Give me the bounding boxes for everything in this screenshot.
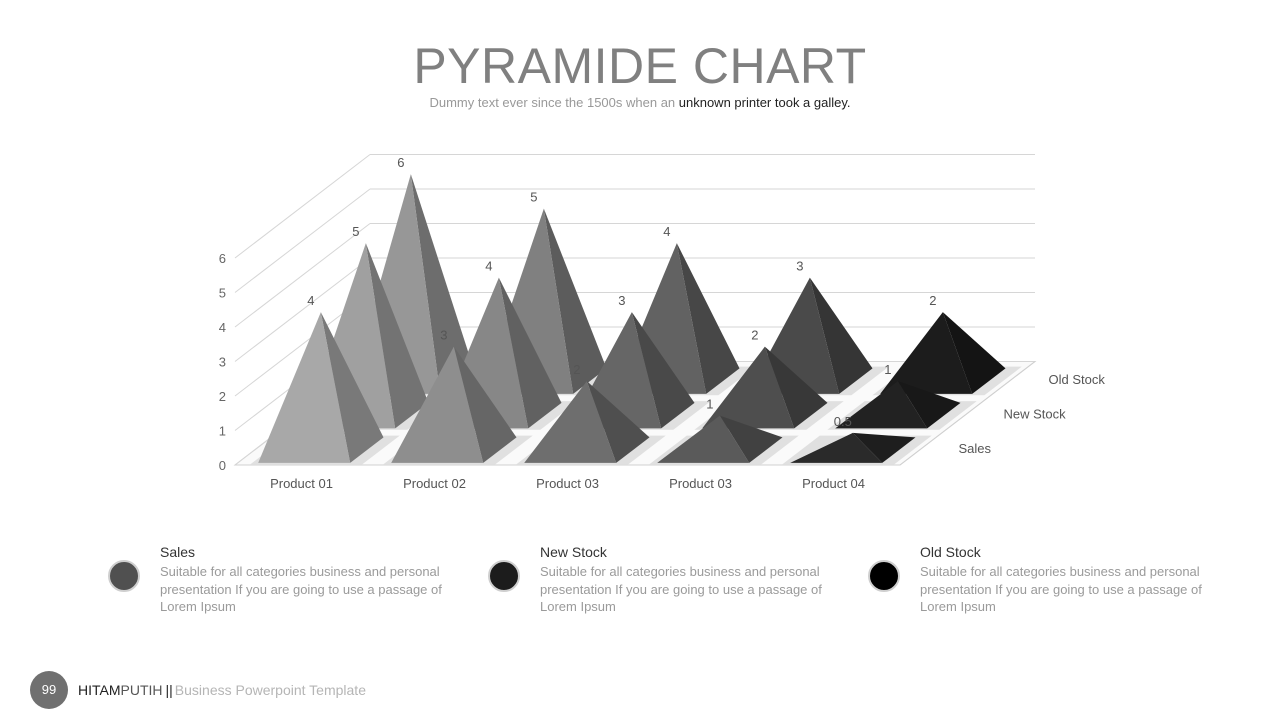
data-label: 1 (884, 362, 891, 377)
subtitle-highlight: unknown printer took a galley. (678, 95, 851, 110)
pyramid-side-face (809, 277, 873, 394)
page-subtitle: Dummy text ever since the 1500s when an … (0, 95, 1280, 110)
pyramid-side-face (320, 312, 384, 463)
footer-template-name: Business Powerpoint Template (174, 682, 366, 698)
pyramid-side-face (543, 208, 607, 394)
page-number-badge: 99 (30, 671, 68, 709)
pyramid-side-face (852, 432, 916, 463)
pyramid-side-face (453, 346, 517, 463)
pyramid-side-face (631, 312, 695, 429)
y-tick-label: 3 (219, 355, 226, 370)
category-label: Product 04 (802, 476, 865, 491)
category-label: Product 01 (270, 476, 333, 491)
data-label: 3 (618, 293, 625, 308)
legend-name: New Stock (540, 544, 607, 560)
data-label: 5 (530, 190, 537, 205)
legend-description: Suitable for all categories business and… (920, 564, 1202, 614)
y-tick-label: 4 (219, 320, 226, 335)
y-tick-label: 0 (219, 458, 226, 473)
subtitle-text: Dummy text ever since the 1500s when an (429, 95, 679, 110)
gridline-side (234, 154, 371, 259)
data-label: 3 (440, 328, 447, 343)
floor-edge (899, 361, 1036, 466)
data-label: 4 (307, 293, 314, 308)
y-tick-label: 5 (219, 286, 226, 301)
pyramid-side-face (897, 381, 961, 429)
legend-name: Sales (160, 544, 196, 560)
pyramid-chart: 0 1 2 3 4 5 6 Product 01 Product 02 Product 03 Pro… (219, 154, 1106, 491)
pyramid-front-face (880, 312, 973, 394)
pyramid-front-face (524, 381, 617, 463)
pyramid-side-face (764, 346, 828, 429)
y-tick-label: 6 (219, 251, 226, 266)
data-label: 0.5 (834, 414, 852, 429)
legend-dot-sales (108, 560, 140, 592)
category-label: Product 03 (536, 476, 599, 491)
gridline-side (234, 257, 371, 362)
category-label: Product 03 (669, 476, 732, 491)
pyramid-side-face (410, 174, 474, 394)
pyramid-side-face (676, 243, 740, 394)
data-label: 4 (663, 224, 670, 239)
legend-description: Suitable for all categories business and… (540, 564, 822, 614)
pyramid-front-face (790, 432, 883, 463)
pyramid-side-face (498, 277, 562, 429)
footer-separator: || (165, 682, 173, 698)
page-title: PYRAMIDE CHART (413, 38, 867, 94)
data-label: 2 (573, 362, 580, 377)
series-label: Sales (959, 441, 992, 456)
footer-brand-b: PUTIH (120, 682, 163, 698)
legend-dot-new-stock (488, 560, 520, 592)
pyramid-side-face (586, 381, 650, 463)
series-label: New Stock (1004, 406, 1067, 421)
y-tick-label: 1 (219, 424, 226, 439)
gridline-side (234, 188, 371, 293)
data-label: 1 (706, 397, 713, 412)
data-label: 2 (751, 328, 758, 343)
data-label: 6 (397, 155, 404, 170)
pyramid-front-face (702, 346, 795, 429)
series-label: Old Stock (1049, 372, 1106, 387)
pyramid-side-face (719, 415, 783, 463)
data-label: 4 (485, 259, 492, 274)
category-label: Product 02 (403, 476, 466, 491)
footer-brand-a: HITAM (78, 682, 121, 698)
y-tick-label: 2 (219, 389, 226, 404)
legend-description: Suitable for all categories business and… (160, 564, 442, 614)
pyramid-front-face (391, 346, 484, 463)
legend-dot-old-stock (868, 560, 900, 592)
legend-name: Old Stock (920, 544, 981, 560)
pyramid-side-face (942, 312, 1006, 394)
pyramid-front-face (657, 415, 750, 463)
pyramid-front-face (835, 381, 928, 429)
gridline-side (234, 223, 371, 328)
pyramid-front-face (258, 312, 351, 463)
data-label: 2 (929, 293, 936, 308)
footer-text: HITAMPUTIH || Business Powerpoint Template (78, 682, 366, 698)
data-label: 5 (352, 224, 359, 239)
data-label: 3 (796, 259, 803, 274)
pyramid-side-face (365, 243, 429, 429)
